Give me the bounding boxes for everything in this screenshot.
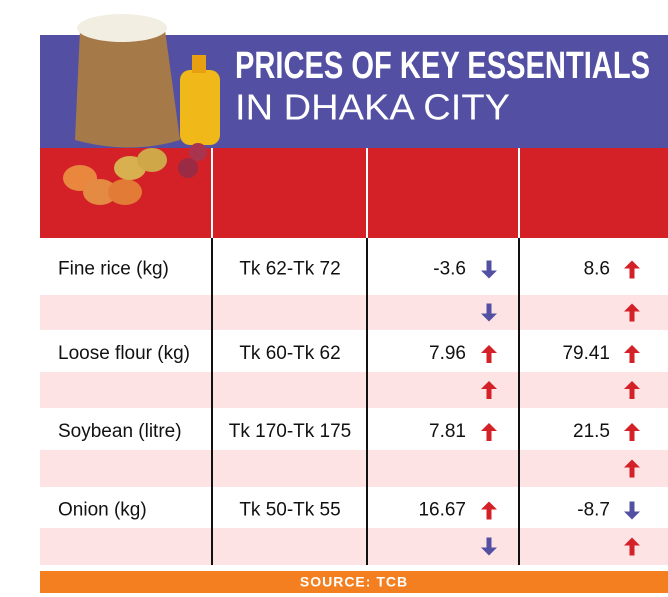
title-line-2: IN DHAKA CITY xyxy=(235,87,510,128)
header-dividers xyxy=(211,148,520,238)
arrow-down xyxy=(481,303,497,322)
change-1: 16.67 xyxy=(418,500,466,521)
arrow-down xyxy=(624,501,640,520)
price: Tk 170-Tk 175 xyxy=(229,421,352,442)
sub-row-bg xyxy=(40,450,668,487)
decor-food xyxy=(63,14,220,205)
row-bg xyxy=(40,330,668,372)
arrow-up xyxy=(481,501,497,520)
change-1: 7.96 xyxy=(429,343,466,364)
arrow-down xyxy=(481,537,497,556)
item: Soybean (litre) xyxy=(58,421,182,442)
sub-row-bg xyxy=(40,528,668,565)
title-line-1: PRICES OF KEY ESSENTIALS xyxy=(235,45,650,87)
change-1: 7.81 xyxy=(429,421,466,442)
arrow-up xyxy=(624,303,640,322)
row-bg xyxy=(40,408,668,450)
change-1: -3.6 xyxy=(433,259,466,280)
sub-row-bg xyxy=(40,372,668,408)
change-2: 79.41 xyxy=(562,343,610,364)
source: SOURCE: TCB xyxy=(300,574,408,590)
arrow-up xyxy=(624,381,640,399)
price: Tk 50-Tk 55 xyxy=(239,500,340,521)
arrow-up xyxy=(624,459,640,478)
price: Tk 62-Tk 72 xyxy=(239,259,340,280)
change-2: 21.5 xyxy=(573,421,610,442)
change-2: -8.7 xyxy=(577,500,610,521)
row-bg xyxy=(40,487,668,528)
arrow-up xyxy=(481,381,497,399)
price: Tk 60-Tk 62 xyxy=(239,343,340,364)
item: Fine rice (kg) xyxy=(58,259,169,280)
change-2: 8.6 xyxy=(584,259,610,280)
arrow-down xyxy=(481,260,497,279)
item: Loose flour (kg) xyxy=(58,343,190,364)
arrow-up xyxy=(624,423,640,441)
footer-band xyxy=(40,571,668,593)
row-bg xyxy=(40,238,668,295)
item: Onion (kg) xyxy=(58,500,147,521)
arrow-up xyxy=(481,345,497,363)
arrow-up xyxy=(624,537,640,556)
arrow-up xyxy=(624,260,640,279)
arrow-up xyxy=(481,423,497,441)
sub-row-bg xyxy=(40,295,668,330)
table: Fine rice (kg) Tk 62-Tk 72 -3.6 8.6 Loose fl… xyxy=(40,238,668,565)
arrow-up xyxy=(624,345,640,363)
